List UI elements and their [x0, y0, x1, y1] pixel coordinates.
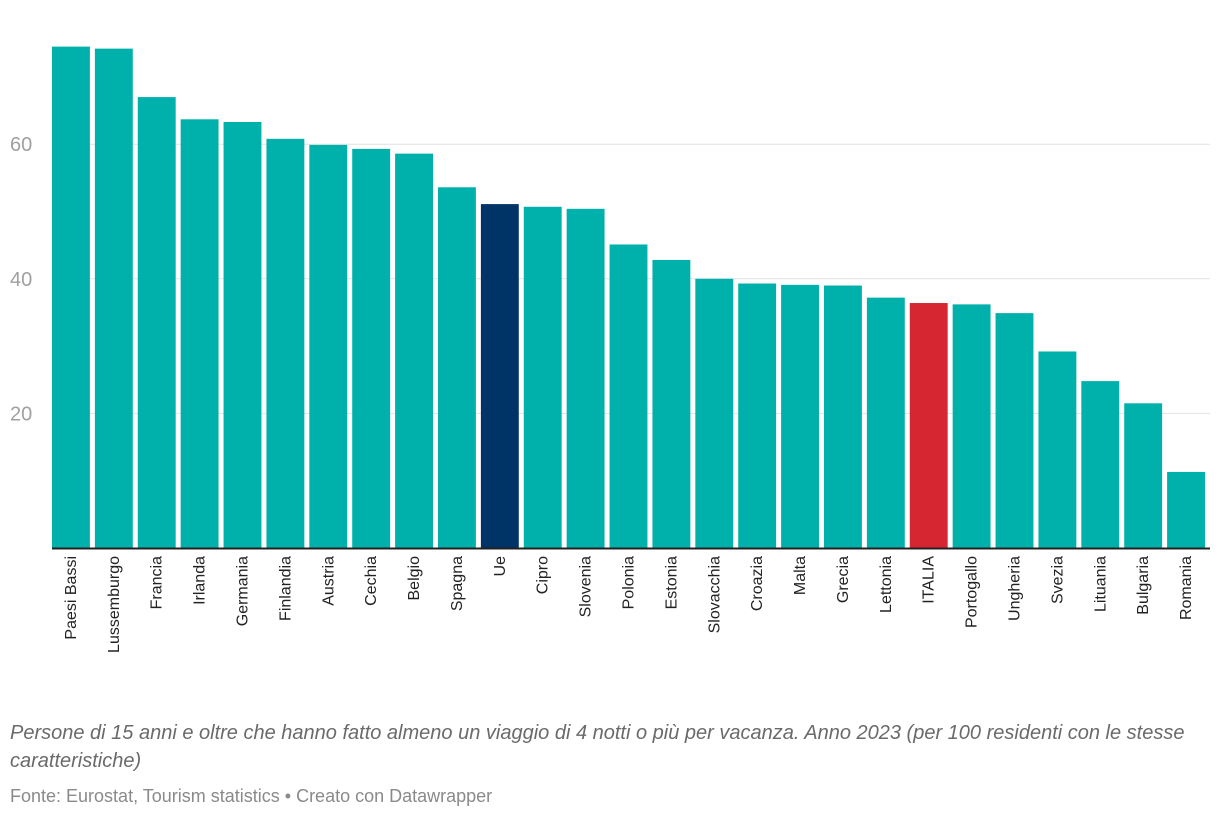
y-tick-label-40: 40: [10, 269, 32, 291]
bar-portogallo: [952, 304, 991, 548]
category-labels: Paesi Bassi Lussemburgo Francia Irlanda Germ…: [63, 556, 1195, 653]
category-label-paesi-bassi: Paesi Bassi: [63, 556, 80, 640]
bars: [52, 46, 1205, 549]
bar-italia: [909, 303, 948, 548]
bar-croazia: [738, 283, 777, 548]
bar-cechia: [352, 148, 391, 548]
category-label-svezia: Svezia: [1049, 556, 1066, 604]
category-label-malta: Malta: [792, 556, 809, 595]
category-label-croazia: Croazia: [749, 556, 766, 611]
bar-lussemburgo: [94, 48, 133, 548]
category-label-austria: Austria: [320, 556, 337, 606]
bar-svezia: [1038, 351, 1077, 548]
bar-bulgaria: [1124, 403, 1163, 548]
bar-germania: [223, 121, 262, 548]
category-label-germania: Germania: [235, 556, 252, 626]
bar-estonia: [652, 259, 691, 548]
category-label-polonia: Polonia: [621, 556, 638, 609]
category-label-belgio: Belgio: [406, 556, 423, 601]
bar-belgio: [395, 153, 433, 548]
bar-grecia: [824, 285, 862, 548]
bar-ue: [480, 204, 519, 549]
category-label-irlanda: Irlanda: [192, 556, 209, 605]
category-label-ungheria: Ungheria: [1007, 556, 1024, 621]
category-label-ue: Ue: [492, 556, 509, 577]
bar-lituania: [1081, 381, 1120, 548]
bar-paesi-bassi: [52, 46, 90, 549]
bar-slovacchia: [695, 278, 734, 548]
bar-malta: [781, 284, 819, 548]
category-label-slovacchia: Slovacchia: [706, 556, 723, 633]
y-tick-label-60: 60: [10, 134, 32, 156]
bar-romania: [1167, 471, 1205, 548]
category-label-romania: Romania: [1178, 556, 1195, 620]
bar-lettonia: [866, 297, 905, 548]
bar-finlandia: [266, 138, 305, 549]
source-footer: Fonte: Eurostat, Tourism statistics • Cr…: [10, 786, 493, 806]
category-label-cipro: Cipro: [535, 556, 552, 594]
category-label-spagna: Spagna: [449, 556, 466, 611]
chart-caption: Persone di 15 anni e oltre che hanno fat…: [10, 722, 1185, 772]
category-label-slovenia: Slovenia: [578, 556, 595, 617]
category-label-francia: Francia: [149, 556, 166, 609]
bar-slovenia: [566, 208, 605, 549]
category-label-italia: ITALIA: [921, 556, 938, 604]
bar-polonia: [609, 244, 648, 549]
category-label-cechia: Cechia: [363, 556, 380, 606]
category-label-lettonia: Lettonia: [878, 556, 895, 613]
bar-austria: [309, 144, 348, 549]
category-label-finlandia: Finlandia: [277, 556, 294, 621]
bar-ungheria: [995, 313, 1034, 548]
bar-spagna: [438, 187, 476, 548]
category-label-grecia: Grecia: [835, 556, 852, 603]
category-label-portogallo: Portogallo: [964, 556, 981, 628]
bar-chart: 20 40 60 Paesi Bassi Lussemburgo Francia Irla…: [10, 46, 1210, 653]
bar-irlanda: [180, 119, 219, 548]
category-label-estonia: Estonia: [663, 556, 680, 609]
bar-cipro: [523, 206, 562, 548]
category-label-bulgaria: Bulgaria: [1135, 556, 1152, 615]
y-tick-label-20: 20: [10, 403, 32, 425]
bar-francia: [137, 97, 176, 548]
category-label-lituania: Lituania: [1092, 556, 1109, 612]
category-label-lussemburgo: Lussemburgo: [106, 556, 123, 653]
